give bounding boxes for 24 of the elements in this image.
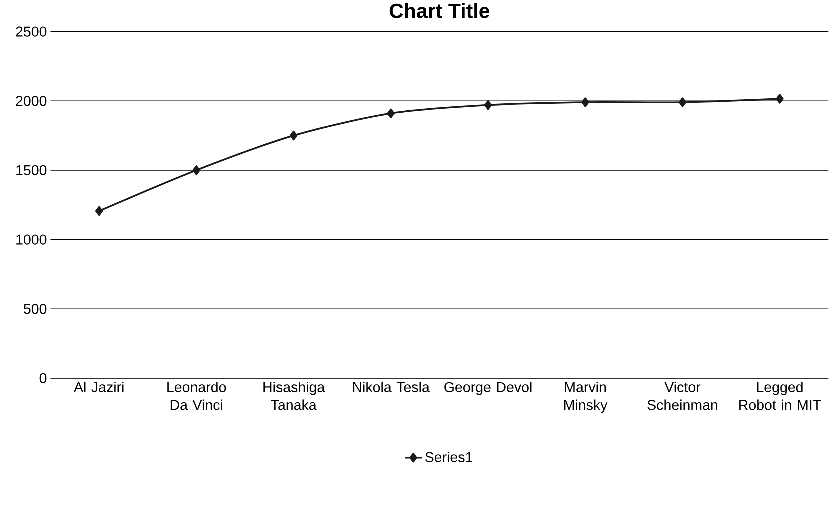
y-tick-label: 2500 [16, 26, 47, 37]
y-tick-label: 1500 [16, 166, 47, 176]
x-tick-label: Leonardo Da Vinci [168, 382, 226, 410]
x-tick-label: Legged Robot in MIT [740, 382, 822, 410]
y-tick-label: 2000 [16, 96, 47, 106]
x-tick-label: Victor Scheinman [648, 382, 718, 410]
y-tick-label: 1000 [16, 234, 47, 245]
y-tick-label: 500 [24, 304, 47, 314]
point [387, 108, 395, 119]
x-tick-label: Al Jaziri [74, 382, 124, 393]
x-tick-label: Nikola Tesla [353, 382, 430, 393]
point [776, 94, 784, 104]
point [290, 131, 298, 141]
point [95, 206, 104, 216]
point [484, 100, 492, 110]
point [192, 166, 200, 176]
y-tick-label: 0 [40, 374, 47, 384]
legend-label: Series1 [425, 452, 472, 463]
chart-title: Chart Title [390, 3, 490, 19]
point [582, 98, 590, 108]
x-tick-label: George Devol [444, 382, 532, 396]
x-tick-label: Marvin Minsky [564, 382, 608, 414]
point [678, 98, 687, 108]
x-tick-label: Hisashiga Tanaka [264, 382, 326, 410]
